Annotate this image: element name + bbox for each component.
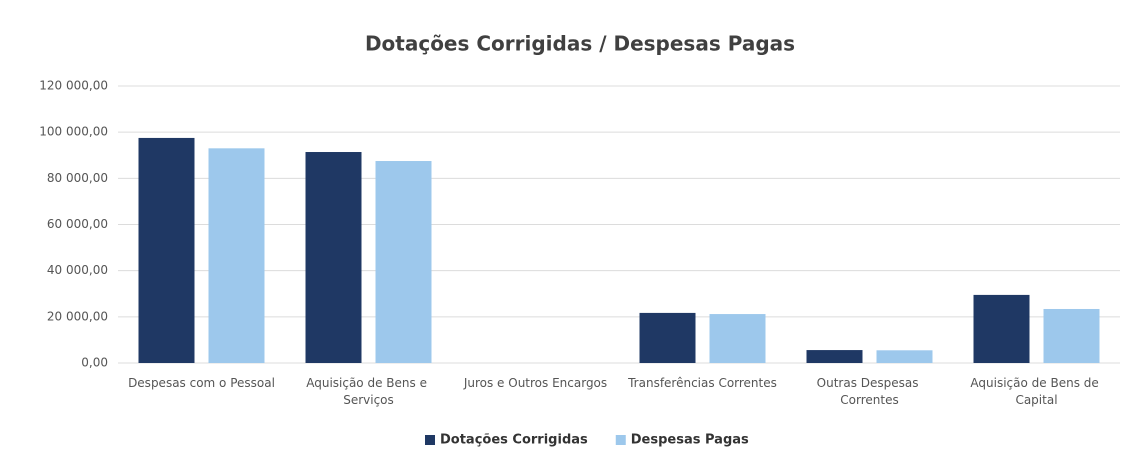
bar	[709, 314, 766, 363]
y-tick-label: 60 000,00	[47, 217, 108, 231]
bar	[1043, 308, 1100, 363]
y-tick-label: 40 000,00	[47, 263, 108, 277]
legend-swatch	[425, 435, 435, 445]
x-tick-label: Despesas com o Pessoal	[128, 376, 275, 390]
legend-label: Dotações Corrigidas	[440, 433, 588, 448]
y-tick-label: 120 000,00	[39, 79, 108, 93]
y-tick-label: 0,00	[81, 356, 108, 370]
x-tick-label: Transferências Correntes	[627, 376, 777, 390]
bar	[305, 152, 362, 363]
y-tick-label: 20 000,00	[47, 309, 108, 323]
y-tick-label: 80 000,00	[47, 171, 108, 185]
x-tick-label: Aquisição de Bens e Serviços	[306, 376, 431, 407]
bar	[876, 350, 933, 363]
x-tick-label: Juros e Outros Encargos	[463, 376, 607, 390]
x-tick-label: Outras Despesas Correntes	[817, 376, 923, 407]
bar	[639, 312, 696, 363]
x-tick-label: Aquisição de Bens de Capital	[970, 376, 1102, 407]
bar	[806, 350, 863, 363]
bar	[208, 148, 265, 363]
y-tick-label: 100 000,00	[39, 125, 108, 139]
bar	[973, 294, 1030, 363]
bar	[375, 161, 432, 363]
chart-title: Dotações Corrigidas / Despesas Pagas	[365, 32, 795, 56]
legend-label: Despesas Pagas	[631, 433, 749, 448]
bar	[138, 137, 195, 363]
legend-swatch	[615, 435, 626, 445]
